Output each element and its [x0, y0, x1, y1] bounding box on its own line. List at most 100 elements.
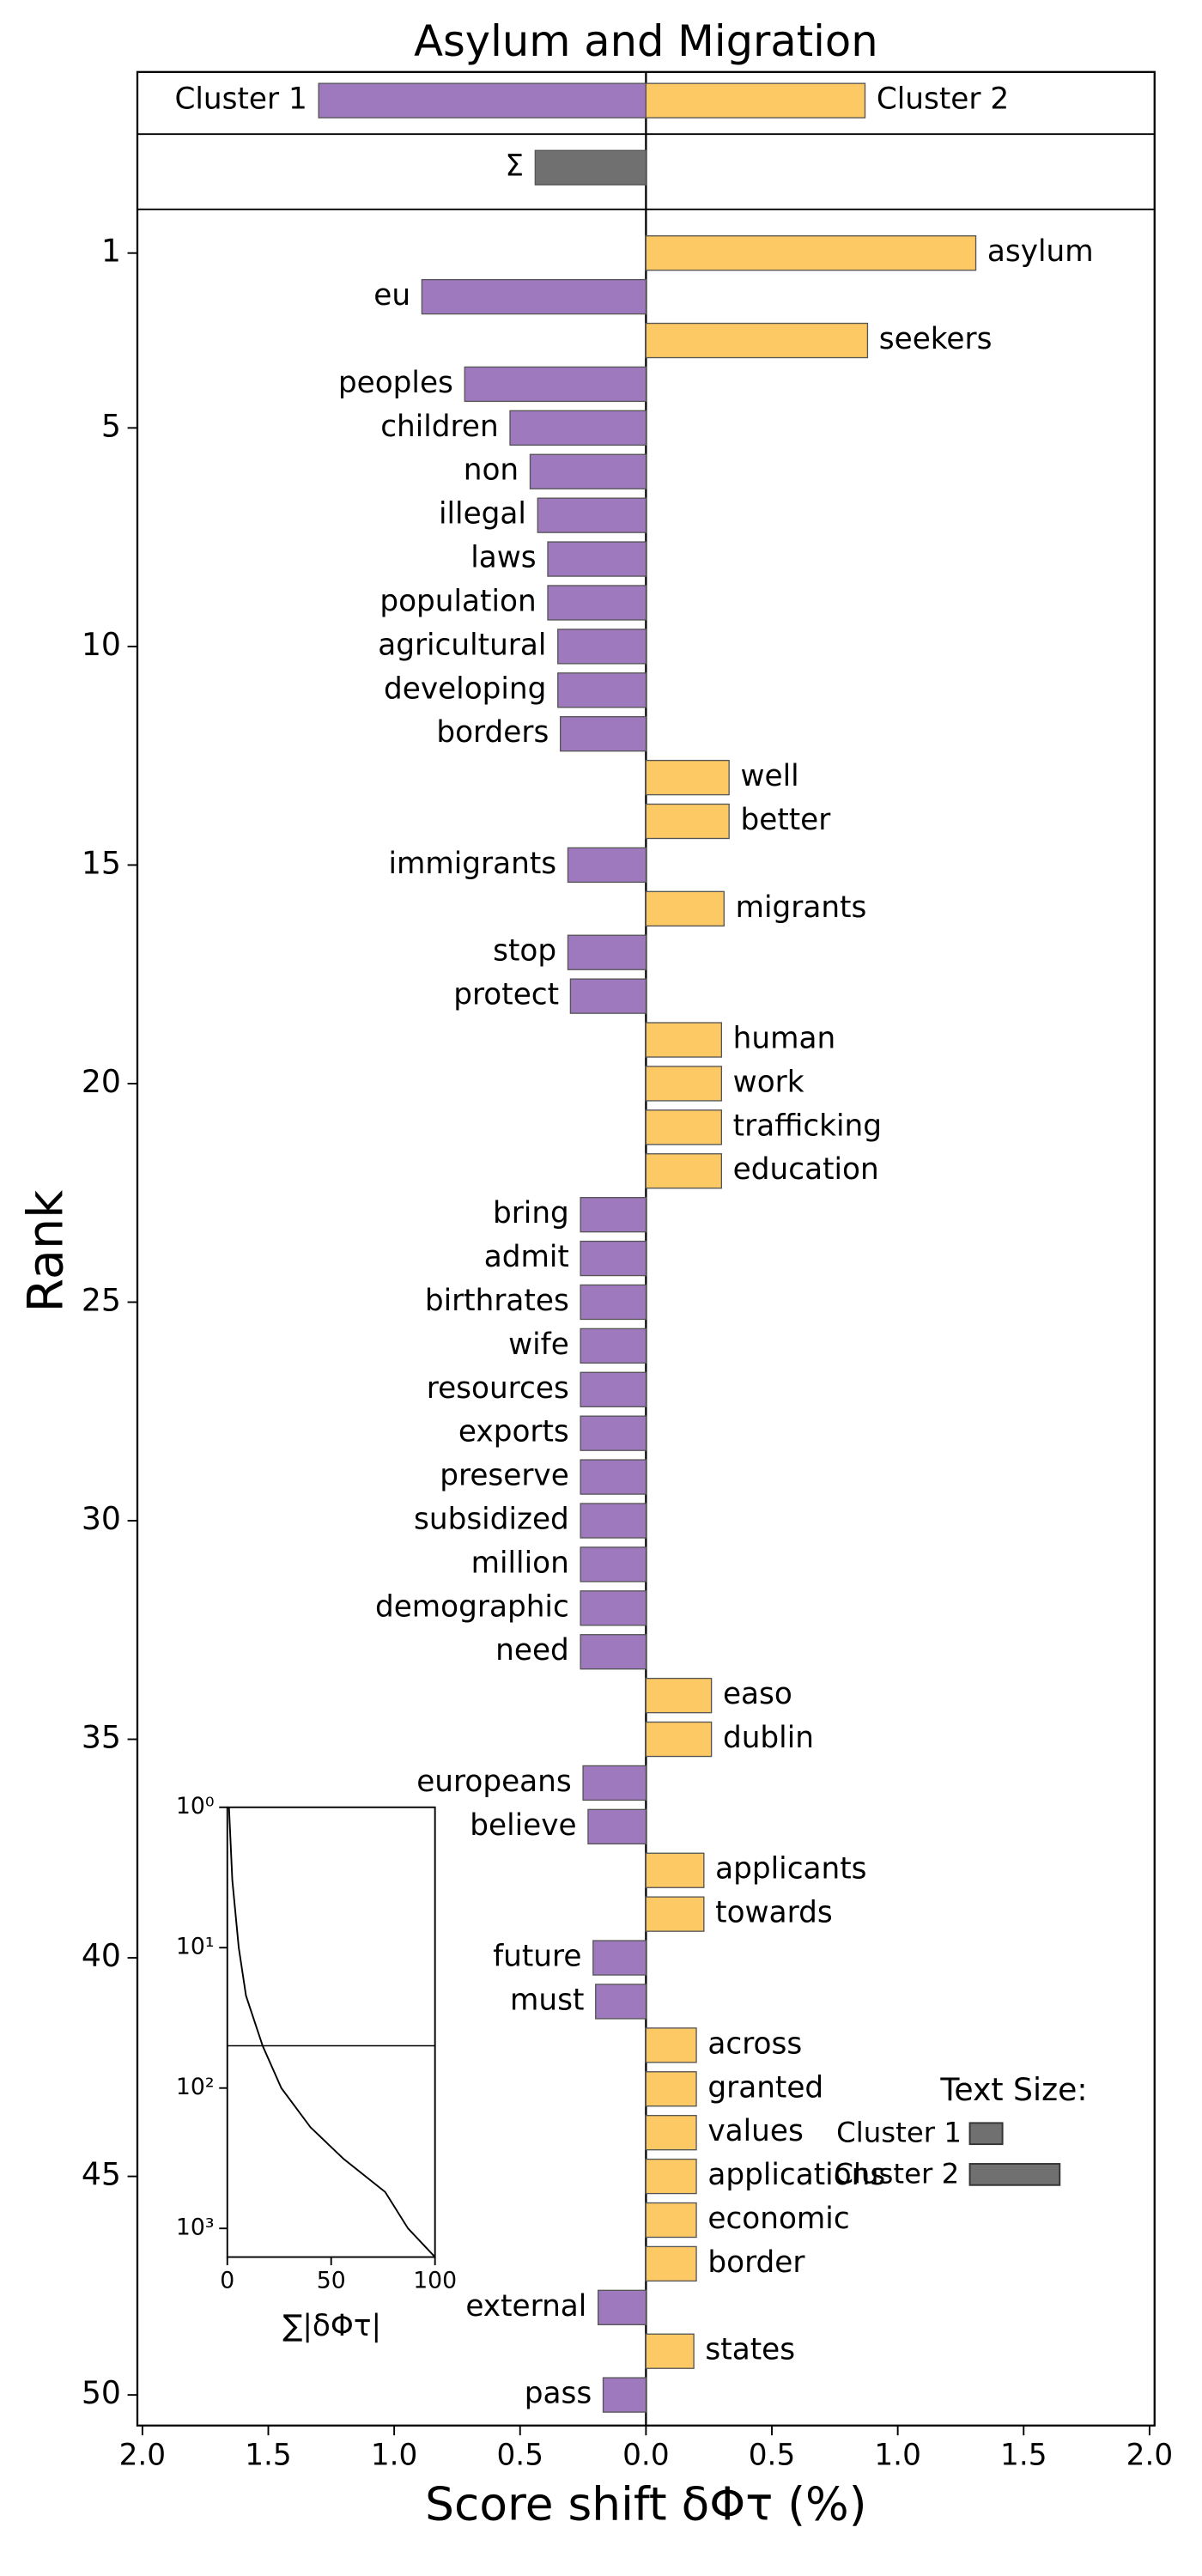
- bar-label: future: [493, 1940, 581, 1974]
- bar-label: granted: [707, 2070, 823, 2105]
- bar-label: better: [740, 803, 831, 837]
- bar-label: states: [705, 2333, 795, 2367]
- y-axis-label: Rank: [18, 1190, 75, 1313]
- inset-x-tick-label: 100: [413, 2268, 457, 2294]
- bar-label: subsidized: [414, 1503, 569, 1537]
- bar-label: agricultural: [378, 628, 546, 662]
- inset-x-tick-label: 0: [220, 2268, 234, 2294]
- bar-label: laws: [470, 541, 536, 575]
- y-tick-label: 5: [101, 407, 121, 444]
- bar-label: exports: [458, 1415, 569, 1449]
- bar: [645, 2071, 697, 2107]
- bar: [580, 1371, 647, 1407]
- bar-label: resources: [427, 1371, 569, 1406]
- bar: [580, 1415, 647, 1451]
- x-axis-label: Score shift δΦτ (%): [425, 2477, 866, 2531]
- bar: [560, 716, 647, 752]
- bar-label: admit: [484, 1240, 569, 1274]
- bar: [580, 1327, 647, 1364]
- legend-label: Cluster 2: [834, 2157, 959, 2190]
- bar: [529, 453, 647, 489]
- y-tick-label: 45: [82, 2156, 121, 2193]
- bar: [318, 82, 647, 118]
- bar: [645, 1721, 713, 1758]
- bar-label: border: [707, 2245, 805, 2280]
- inset-curve: [228, 1807, 436, 2258]
- bar-label: immigrants: [388, 847, 556, 881]
- legend-swatch: [968, 2163, 1061, 2186]
- chart-title: Asylum and Migration: [414, 16, 877, 66]
- bar-label: values: [707, 2114, 803, 2148]
- inset-y-tick-label: 10¹: [176, 1934, 215, 1960]
- bar: [645, 1896, 705, 1932]
- legend-title: Text Size:: [939, 2071, 1087, 2108]
- bar: [645, 890, 725, 927]
- bar-label: preserve: [440, 1459, 569, 1493]
- bar: [421, 278, 647, 315]
- y-tick-label: 40: [82, 1937, 121, 1974]
- bar: [645, 1022, 723, 1058]
- bar-label: applicants: [715, 1852, 866, 1886]
- bar-label: wife: [508, 1327, 569, 1362]
- bar: [537, 497, 647, 533]
- inset-frame: [226, 1806, 436, 2258]
- bar: [587, 1808, 647, 1845]
- bar-label: pass: [525, 2377, 592, 2411]
- bar: [645, 2202, 697, 2239]
- bar: [534, 149, 647, 185]
- inset-x-label: ∑|δΦτ|: [282, 2309, 381, 2343]
- bar-label: population: [379, 584, 536, 618]
- bar: [580, 1459, 647, 1495]
- bar-label: across: [707, 2026, 802, 2061]
- bar-label: non: [464, 453, 519, 488]
- bar: [595, 1984, 647, 2020]
- bar-label: protect: [453, 978, 559, 1012]
- bar-label: demographic: [375, 1589, 569, 1624]
- bar: [582, 1765, 647, 1801]
- bar-label: children: [380, 410, 498, 444]
- bar: [645, 1109, 723, 1145]
- bar: [580, 1240, 647, 1277]
- bar: [645, 2027, 697, 2063]
- bar: [645, 2333, 695, 2369]
- x-tick-label: 1.5: [245, 2438, 292, 2472]
- bar: [645, 1852, 705, 1888]
- y-tick-label: 10: [82, 626, 121, 663]
- bar-label: eu: [373, 278, 410, 313]
- bar: [569, 978, 647, 1014]
- bar-label: human: [733, 1022, 836, 1056]
- bar: [645, 2245, 697, 2282]
- bar-label: towards: [715, 1896, 833, 1930]
- bar: [645, 1677, 713, 1714]
- bar: [580, 1284, 647, 1321]
- x-tick-label: 2.0: [1126, 2438, 1173, 2472]
- bar-label: economic: [707, 2202, 849, 2236]
- bar: [547, 541, 647, 577]
- bar-label: seekers: [879, 322, 993, 356]
- y-tick-label: 30: [82, 1500, 121, 1537]
- legend-label: Cluster 1: [836, 2117, 962, 2149]
- bar-label: well: [740, 759, 798, 793]
- bar: [645, 1153, 723, 1189]
- bar: [567, 934, 647, 970]
- y-tick-label: 20: [82, 1063, 121, 1100]
- bar-label: need: [495, 1633, 569, 1668]
- bar-label: Cluster 1: [174, 82, 307, 117]
- bar-label: asylum: [987, 234, 1094, 269]
- y-tick-label: 35: [82, 1719, 121, 1756]
- bar-label: applications: [707, 2158, 885, 2192]
- bar-label: dublin: [723, 1721, 814, 1755]
- bar: [580, 1196, 647, 1233]
- bar-label: migrants: [736, 890, 867, 925]
- bar-label: bring: [493, 1196, 569, 1230]
- bar-label: million: [471, 1546, 569, 1580]
- bar: [509, 410, 647, 447]
- bar-label: borders: [436, 715, 549, 750]
- bar: [645, 322, 869, 359]
- bar-label: external: [465, 2289, 586, 2324]
- y-tick-label: 15: [82, 844, 121, 881]
- bar: [557, 672, 647, 708]
- x-tick-label: 1.0: [874, 2438, 921, 2472]
